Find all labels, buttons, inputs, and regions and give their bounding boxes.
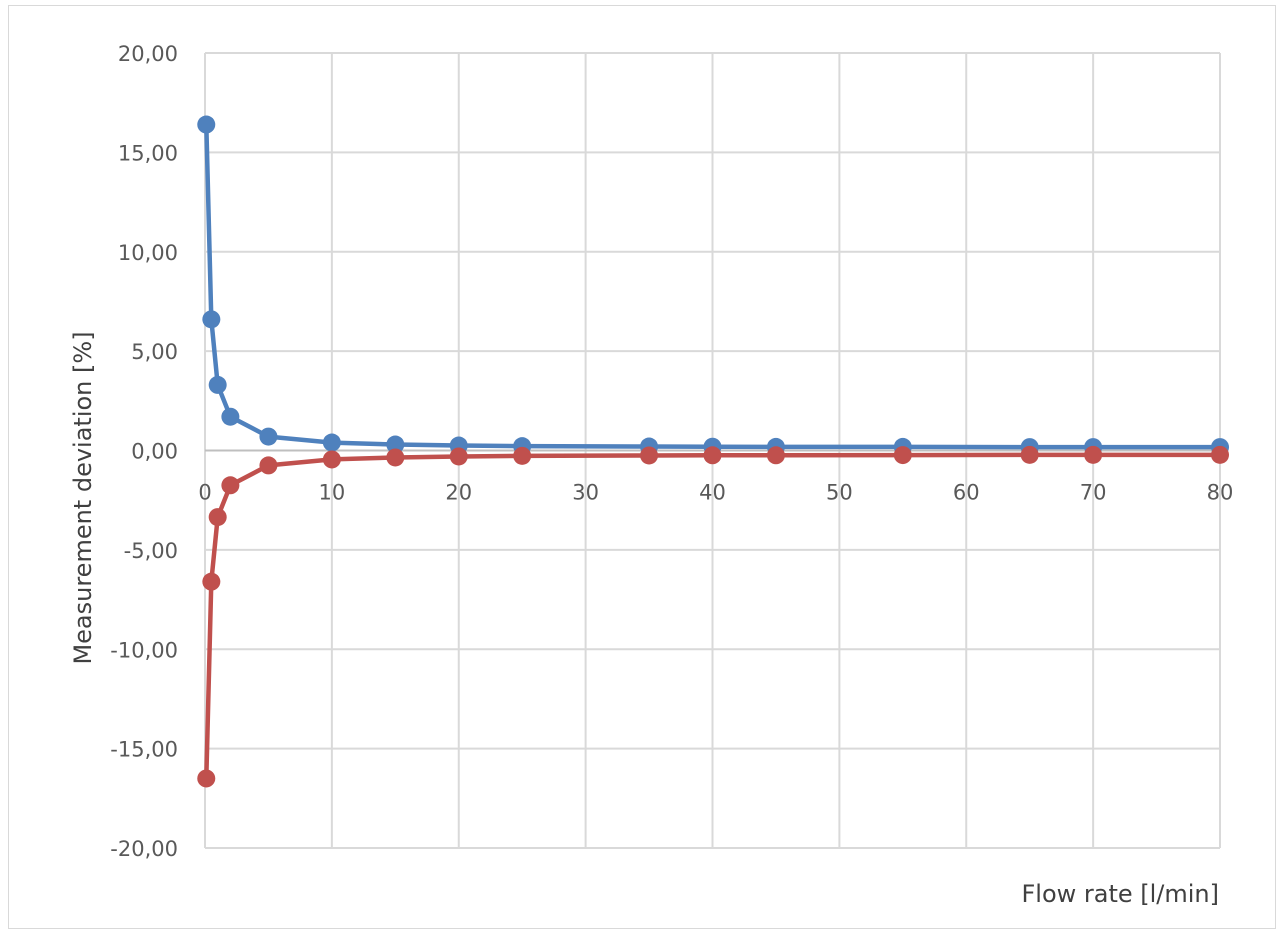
data-point [259, 456, 278, 475]
data-point [202, 572, 221, 591]
data-point [513, 446, 532, 465]
y-axis-title: Measurement deviation [%] [69, 331, 97, 664]
y-tick-label: 15,00 [118, 141, 178, 165]
x-axis-title: Flow rate [l/min] [1021, 880, 1219, 908]
y-tick-label: -20,00 [110, 837, 178, 861]
series-2 [197, 445, 1229, 788]
y-tick-label: -15,00 [110, 738, 178, 762]
y-tick-label: -5,00 [124, 539, 178, 563]
data-point [208, 375, 227, 394]
x-tick-label: 50 [826, 481, 853, 505]
x-tick-label: 10 [319, 481, 346, 505]
data-point [208, 508, 227, 527]
y-tick-label: -10,00 [110, 638, 178, 662]
data-point [893, 446, 912, 465]
data-point [202, 310, 221, 329]
data-point [386, 448, 405, 467]
series-line [204, 452, 1223, 781]
series-layer [197, 115, 1229, 788]
data-point [197, 769, 216, 788]
series-line [204, 122, 1223, 450]
x-tick-label: 30 [572, 481, 599, 505]
data-point [322, 450, 341, 469]
y-axis-ticks: 20,00 15,00 10,00 5,00 0,00 -5,00 -10,00 -15,00… [110, 42, 178, 861]
data-point [766, 446, 785, 465]
x-tick-label: 40 [699, 481, 726, 505]
y-tick-label: 20,00 [118, 42, 178, 66]
x-tick-label: 60 [953, 481, 980, 505]
data-point [1020, 445, 1039, 464]
data-point [197, 115, 216, 134]
data-point [322, 433, 341, 452]
data-point [703, 446, 722, 465]
data-point [221, 476, 240, 495]
x-axis-ticks: 0 10 20 30 40 50 60 70 80 [198, 481, 1233, 505]
y-tick-label: 0,00 [131, 440, 178, 464]
x-tick-label: 80 [1207, 481, 1234, 505]
y-tick-label: 5,00 [131, 340, 178, 364]
data-point [640, 446, 659, 465]
y-tick-label: 10,00 [118, 241, 178, 265]
data-point [259, 427, 278, 446]
data-point [1211, 445, 1229, 464]
x-tick-label: 0 [198, 481, 211, 505]
x-tick-label: 70 [1080, 481, 1107, 505]
chart-frame [8, 5, 1276, 929]
data-point [1084, 445, 1103, 464]
x-tick-label: 20 [445, 481, 472, 505]
data-point [449, 447, 468, 466]
data-point [386, 435, 405, 454]
data-point [221, 407, 240, 426]
